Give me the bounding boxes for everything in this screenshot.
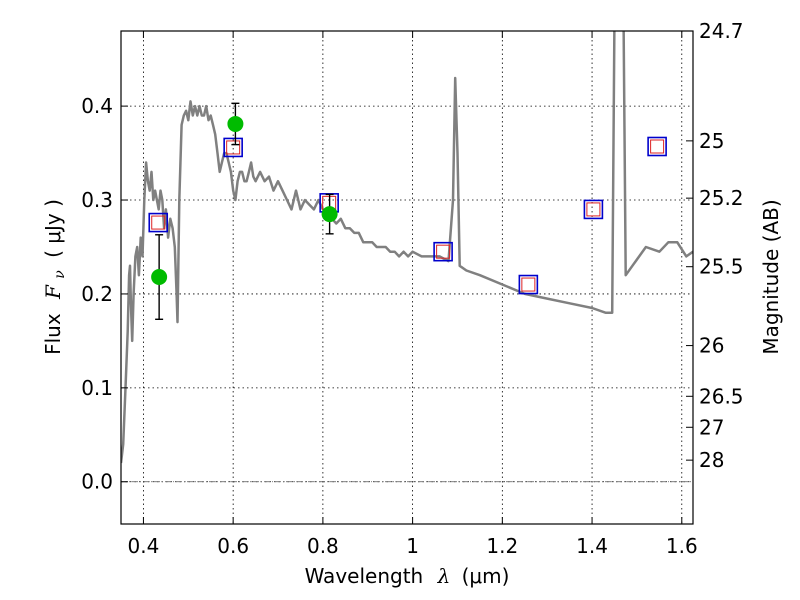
model-photometry-square: [433, 241, 453, 262]
x-axis-label-prefix: Wavelength: [305, 564, 424, 588]
x-tick-label: 0.6: [217, 534, 249, 558]
model-photometry-square: [223, 137, 243, 158]
x-tick-label: 1.6: [666, 534, 698, 558]
model-square-outer: [148, 212, 169, 233]
model-photometry-square: [518, 274, 539, 295]
y-axis-label: Flux F ν ( μJy ): [41, 199, 69, 355]
y-axis-label-subscript: ν: [52, 270, 68, 279]
plot-frame: [120, 30, 694, 525]
model-photometry-square: [148, 212, 169, 233]
y2-tick-label: 26.5: [699, 384, 744, 408]
y2-tick-label: 28: [699, 448, 724, 472]
model-square-inner: [436, 244, 451, 259]
model-square-outer: [583, 199, 604, 220]
observed-point: [321, 193, 338, 235]
y-axis-label-unit: ( μJy ): [41, 199, 65, 258]
x-tick-label: 1.2: [486, 534, 518, 558]
model-square-outer: [433, 241, 453, 262]
y2-tick-label: 27: [699, 415, 724, 439]
x-tick-label: 1.4: [576, 534, 608, 558]
observed-point: [151, 234, 168, 320]
x-tick-label: 0.4: [128, 534, 160, 558]
model-square-inner: [586, 202, 601, 217]
model-square-inner: [151, 215, 166, 230]
y2-tick-label: 26: [699, 334, 724, 358]
x-axis-label-symbol: λ: [437, 564, 451, 588]
x-tick-label: 0.8: [307, 534, 339, 558]
x-axis-label: Wavelength λ (μm): [305, 564, 510, 588]
y-tick-label: 0.3: [81, 188, 113, 212]
x-axis-label-unit: (μm): [462, 564, 510, 588]
y2-tick-label: 25.2: [699, 186, 744, 210]
y2-axis-label: Magnitude (AB): [759, 199, 783, 354]
y-tick-label: 0.2: [81, 282, 113, 306]
y-axis-label-prefix: Flux: [41, 313, 65, 355]
y-axis-label-symbol: F: [41, 284, 65, 300]
y-tick-label: 0.4: [81, 94, 113, 118]
y2-tick-label: 24.7: [699, 19, 744, 43]
grid-lines: [121, 31, 693, 524]
observed-marker: [227, 115, 244, 132]
x-tick-label: 1: [406, 534, 419, 558]
y-tick-label: 0.1: [81, 376, 113, 400]
model-square-inner: [521, 277, 536, 292]
model-square-outer: [647, 136, 667, 157]
model-sed-line: [121, 31, 693, 464]
model-photometry-square: [647, 136, 667, 157]
observed-point: [227, 102, 244, 146]
y2-tick-label: 25.5: [699, 255, 744, 279]
model-square-outer: [223, 137, 243, 158]
observed-marker: [151, 269, 168, 286]
model-square-inner: [650, 139, 665, 154]
model-square-inner: [226, 140, 241, 155]
observed-marker: [321, 206, 338, 223]
y2-tick-label: 25: [699, 129, 724, 153]
y-tick-label: 0.0: [81, 470, 113, 494]
model-photometry-square: [583, 199, 604, 220]
model-square-outer: [518, 274, 539, 295]
